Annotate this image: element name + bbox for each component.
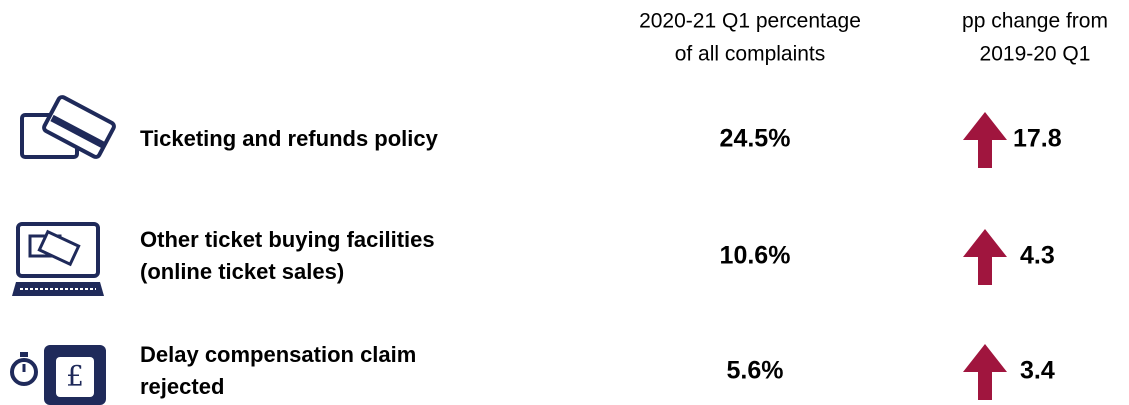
row-label: (online ticket sales) <box>140 259 344 284</box>
up-arrow <box>963 112 1007 168</box>
icon-computer <box>12 222 104 296</box>
up-arrow <box>963 229 1007 285</box>
row-label: Other ticket buying facilities <box>140 227 435 252</box>
up-arrow <box>963 344 1007 400</box>
share-value: 5.6% <box>727 357 784 385</box>
row-label: Delay compensation claim <box>140 342 416 367</box>
header: of all complaints <box>675 43 826 66</box>
header: 2020-21 Q1 percentage <box>639 10 861 33</box>
change-value: 4.3 <box>1020 242 1055 270</box>
icon-delay: £ <box>10 345 106 405</box>
icon-card <box>20 95 116 159</box>
row-label: Ticketing and refunds policy <box>140 126 439 151</box>
change-value: 17.8 <box>1013 125 1062 153</box>
header: pp change from <box>962 10 1108 33</box>
share-value: 10.6% <box>720 242 791 270</box>
change-value: 3.4 <box>1020 357 1055 385</box>
header: 2019-20 Q1 <box>980 43 1091 66</box>
row-label: rejected <box>140 374 224 399</box>
share-value: 24.5% <box>720 125 791 153</box>
svg-text:£: £ <box>66 360 84 393</box>
